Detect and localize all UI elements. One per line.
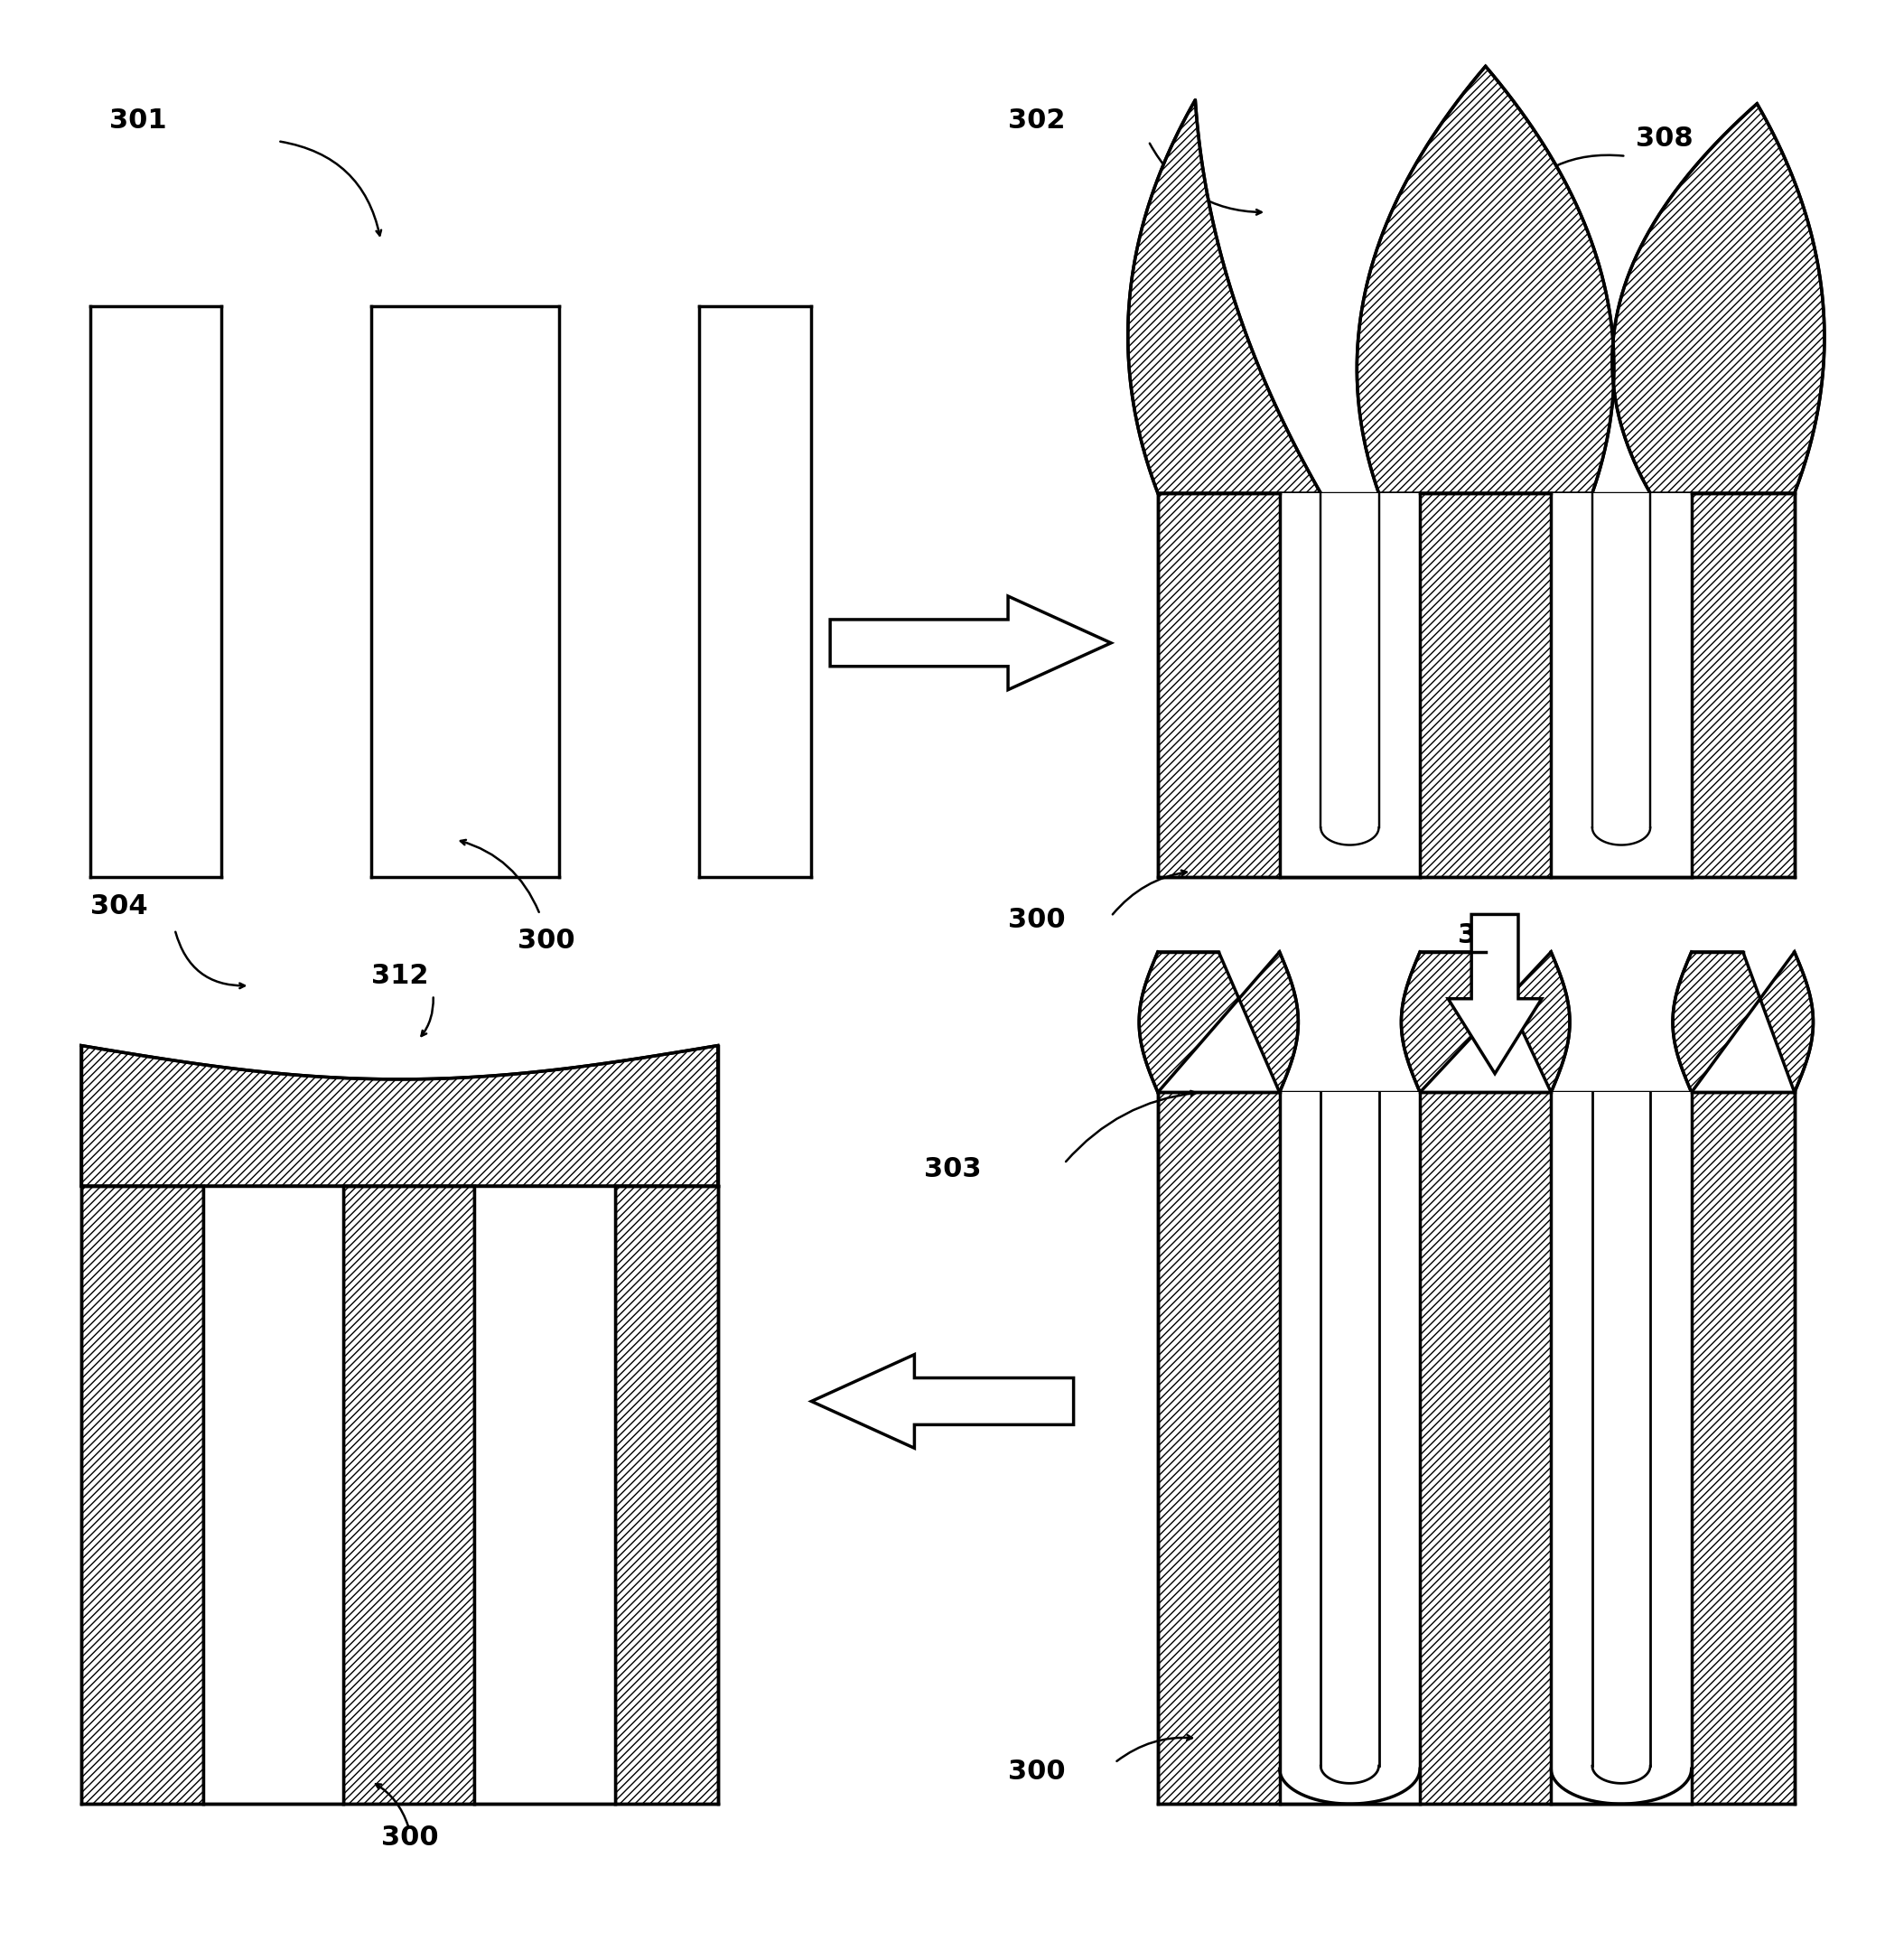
Text: 310: 310 [1457, 921, 1516, 949]
Polygon shape [615, 1186, 718, 1803]
Polygon shape [1649, 1092, 1691, 1803]
Text: 300: 300 [1008, 1758, 1065, 1786]
Polygon shape [1551, 1092, 1593, 1803]
Polygon shape [1448, 915, 1542, 1074]
Polygon shape [1157, 494, 1795, 876]
Polygon shape [1321, 494, 1378, 849]
Polygon shape [343, 1186, 475, 1803]
Polygon shape [1139, 953, 1299, 1092]
Polygon shape [1649, 494, 1691, 876]
Polygon shape [1551, 494, 1593, 876]
Text: 302: 302 [1008, 108, 1065, 133]
Polygon shape [1321, 1092, 1378, 1784]
Polygon shape [829, 596, 1110, 690]
Polygon shape [1401, 953, 1570, 1092]
Polygon shape [81, 1045, 718, 1186]
Polygon shape [1551, 494, 1691, 876]
Polygon shape [811, 1354, 1074, 1448]
Polygon shape [1593, 494, 1649, 849]
Polygon shape [475, 1186, 615, 1803]
Polygon shape [204, 1186, 343, 1803]
Polygon shape [1127, 100, 1321, 494]
Polygon shape [1378, 494, 1419, 876]
Text: 312: 312 [371, 962, 428, 990]
Polygon shape [1357, 67, 1614, 494]
Polygon shape [1593, 1092, 1649, 1784]
Polygon shape [1672, 953, 1813, 1092]
Polygon shape [1551, 1092, 1691, 1803]
Text: 308: 308 [1636, 125, 1693, 153]
Polygon shape [1280, 1092, 1321, 1803]
Polygon shape [1612, 104, 1825, 494]
Text: 300: 300 [518, 927, 575, 955]
Polygon shape [81, 1186, 204, 1803]
Polygon shape [1280, 1092, 1419, 1803]
Text: 300: 300 [1008, 907, 1065, 933]
Text: 304: 304 [90, 894, 149, 919]
Polygon shape [1280, 494, 1419, 876]
Text: 300: 300 [381, 1825, 437, 1850]
Polygon shape [1378, 1092, 1419, 1803]
Polygon shape [1280, 494, 1321, 876]
Text: 303: 303 [924, 1156, 980, 1182]
Text: 301: 301 [109, 108, 166, 133]
Polygon shape [1157, 1092, 1795, 1803]
